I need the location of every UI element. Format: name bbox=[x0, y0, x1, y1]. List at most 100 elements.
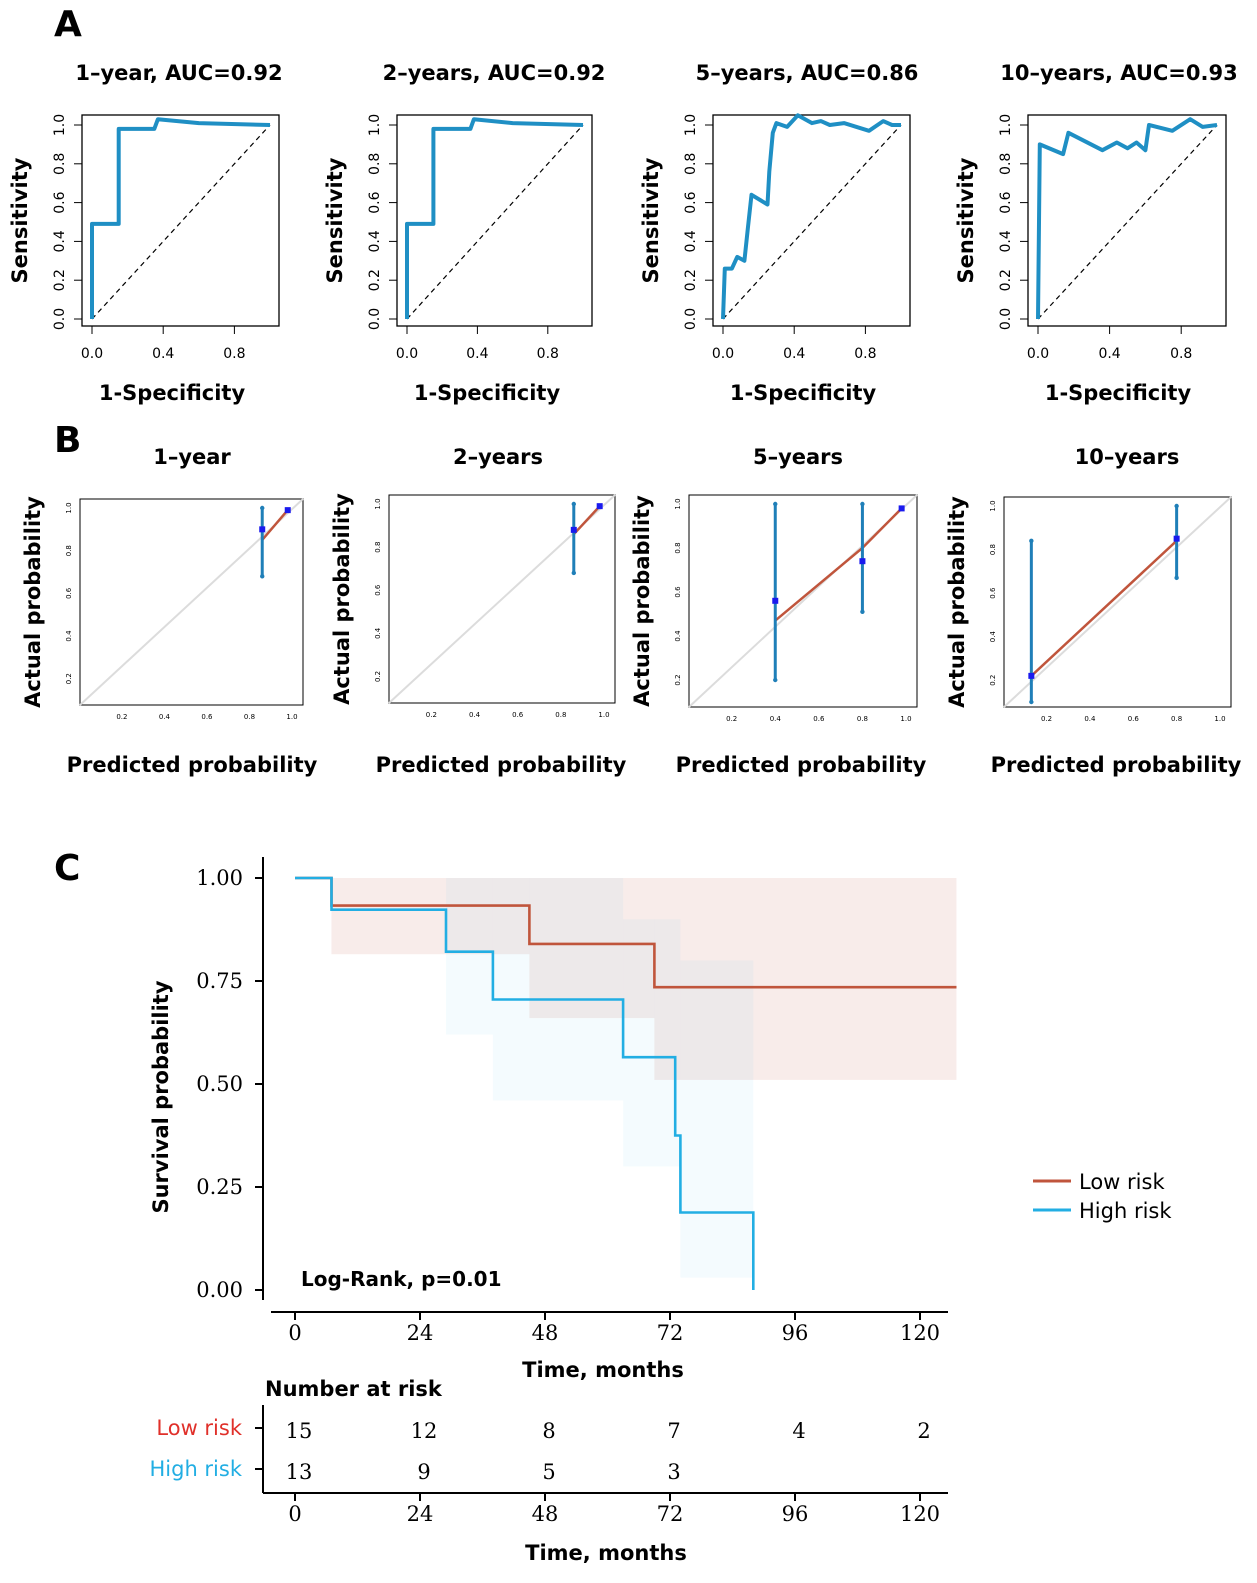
x-tick-label: 0.2 bbox=[726, 715, 737, 723]
y-tick-label: 0.8 bbox=[367, 153, 383, 175]
roc-curve bbox=[1036, 117, 1218, 320]
chart-title: 5–years bbox=[753, 445, 843, 469]
panel-label-b: B bbox=[54, 420, 81, 461]
low-risk-ci-band bbox=[529, 878, 655, 1019]
x-tick-label: 0.4 bbox=[152, 346, 174, 362]
x-tick-label: 0.8 bbox=[1170, 346, 1192, 362]
chart-title: 2–years, AUC=0.92 bbox=[383, 61, 606, 85]
error-bar-cap bbox=[1029, 699, 1034, 705]
y-tick-label: 1.0 bbox=[65, 502, 73, 513]
y-tick-label: 0.2 bbox=[989, 675, 997, 686]
y-tick-label: 0.6 bbox=[52, 191, 68, 213]
y-tick-label: 0.6 bbox=[683, 191, 699, 213]
plot-frame bbox=[1027, 114, 1227, 327]
x-tick-label: 0.6 bbox=[1128, 715, 1140, 723]
ideal-line bbox=[79, 498, 304, 706]
calibration-point bbox=[859, 558, 866, 565]
x-axis-label: Predicted probability bbox=[991, 753, 1242, 777]
x-axis-label: Time, months bbox=[522, 1358, 684, 1382]
error-bar-cap bbox=[571, 570, 576, 576]
roc-curve bbox=[721, 113, 901, 320]
x-tick-label: 1.0 bbox=[900, 715, 911, 723]
y-tick-label: 1.0 bbox=[989, 500, 997, 511]
y-tick-label: 1.0 bbox=[683, 114, 699, 136]
low-risk-ci-band bbox=[331, 878, 530, 955]
roc-chart: 2–years, AUC=0.92 0.0 0.4 0.8 0.0 0.2 0.4 0.6 0.… bbox=[323, 61, 605, 405]
legend-label-low-risk: Low risk bbox=[1079, 1170, 1165, 1194]
x-tick-label: 0.2 bbox=[1041, 715, 1052, 723]
legend: Low risk High risk bbox=[1033, 1170, 1172, 1223]
y-tick-label: 0.50 bbox=[196, 1072, 243, 1096]
x-axis-label: Predicted probability bbox=[376, 753, 627, 777]
calibration-point bbox=[772, 597, 779, 604]
risk-row-label: Low risk bbox=[156, 1416, 242, 1440]
reference-diagonal bbox=[1037, 124, 1218, 320]
x-tick-label: 72 bbox=[657, 1321, 684, 1345]
risk-count: 8 bbox=[542, 1419, 555, 1443]
plot-frame bbox=[712, 114, 911, 327]
x-tick-label: 0.2 bbox=[116, 713, 127, 721]
x-tick-label: 0.0 bbox=[396, 346, 418, 362]
plot-frame bbox=[1003, 496, 1232, 708]
risk-count: 5 bbox=[542, 1460, 555, 1484]
calibration-curve bbox=[261, 509, 289, 541]
chart-title: 5–years, AUC=0.86 bbox=[696, 61, 919, 85]
x-tick-label: 0.6 bbox=[512, 711, 524, 719]
y-tick-label: 0.4 bbox=[65, 630, 73, 642]
risk-count: 9 bbox=[417, 1460, 430, 1484]
chart-title: 1–year, AUC=0.92 bbox=[75, 61, 282, 85]
calibration-chart: 5–years 0.2 0.2 0.4 0.4 0.6 0.6 0.8 0.8 1.0 1.0 Pre… bbox=[630, 445, 927, 777]
y-axis-label: Actual probability bbox=[630, 495, 654, 707]
x-tick-label: 0.8 bbox=[223, 346, 245, 362]
x-tick-label: 24 bbox=[407, 1321, 434, 1345]
roc-chart: 5–years, AUC=0.86 0.0 0.4 0.8 0.0 0.2 0.4 0.6 0.… bbox=[639, 61, 918, 405]
risk-row-label: High risk bbox=[149, 1457, 242, 1481]
x-tick-label: 1.0 bbox=[598, 711, 609, 719]
y-tick-label: 0.6 bbox=[989, 587, 997, 599]
risk-count: 7 bbox=[667, 1419, 680, 1443]
x-axis-label: 1-Specificity bbox=[99, 381, 246, 405]
x-tick-label: 0.8 bbox=[555, 711, 566, 719]
error-bar-cap bbox=[1174, 575, 1179, 581]
panel-label-a: A bbox=[54, 4, 82, 45]
risk-table-title: Number at risk bbox=[265, 1377, 443, 1401]
calibration-point bbox=[596, 503, 603, 510]
calibration-point bbox=[259, 526, 266, 533]
x-axis-label: Predicted probability bbox=[67, 753, 318, 777]
x-tick-label: 0.6 bbox=[813, 715, 825, 723]
y-tick-label: 0.75 bbox=[196, 969, 243, 993]
y-tick-label: 0.6 bbox=[65, 587, 73, 599]
y-axis-label: Sensitivity bbox=[954, 157, 978, 283]
y-tick-label: 0.4 bbox=[367, 230, 383, 252]
roc-curve bbox=[405, 117, 584, 319]
y-tick-label: 0.0 bbox=[52, 308, 68, 330]
y-axis-label: Survival probability bbox=[149, 980, 173, 1213]
y-axis-label: Sensitivity bbox=[323, 157, 347, 283]
y-tick-label: 0.8 bbox=[998, 153, 1014, 175]
chart-title: 10–years, AUC=0.93 bbox=[1000, 61, 1237, 85]
x-tick-label: 0.0 bbox=[81, 346, 103, 362]
calibration-curve bbox=[572, 505, 601, 536]
x-tick-label: 0.0 bbox=[712, 346, 734, 362]
y-tick-label: 0.2 bbox=[367, 269, 383, 291]
y-tick-label: 1.0 bbox=[367, 114, 383, 136]
x-tick-label: 0 bbox=[288, 1321, 301, 1345]
y-tick-label: 0.2 bbox=[65, 673, 73, 684]
high-risk-ci-band bbox=[623, 919, 681, 1167]
y-tick-label: 0.8 bbox=[374, 542, 382, 553]
error-bar-cap bbox=[1029, 538, 1034, 544]
y-axis-label: Actual probability bbox=[945, 496, 969, 708]
risk-x-tick-label: 120 bbox=[900, 1502, 940, 1526]
calibration-point bbox=[284, 507, 291, 514]
low-risk-ci-band bbox=[654, 878, 957, 1080]
y-tick-label: 1.00 bbox=[196, 866, 243, 890]
risk-x-tick-label: 0 bbox=[288, 1502, 301, 1526]
calibration-point bbox=[570, 526, 577, 533]
y-tick-label: 1.0 bbox=[52, 114, 68, 136]
x-tick-label: 0.4 bbox=[1098, 346, 1120, 362]
y-tick-label: 0.4 bbox=[998, 230, 1014, 252]
x-tick-label: 0.4 bbox=[466, 346, 488, 362]
error-bar-cap bbox=[1174, 503, 1179, 509]
x-tick-label: 48 bbox=[532, 1321, 559, 1345]
